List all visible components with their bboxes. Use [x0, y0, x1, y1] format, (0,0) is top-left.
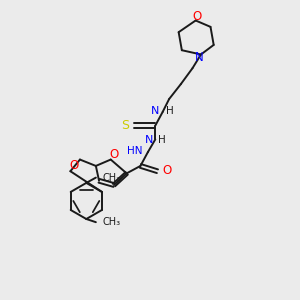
Text: O: O: [163, 164, 172, 177]
Text: CH₃: CH₃: [102, 172, 120, 183]
Text: HN: HN: [127, 146, 142, 156]
Text: O: O: [69, 159, 78, 172]
Text: N: N: [151, 106, 160, 116]
Text: CH₃: CH₃: [102, 217, 120, 227]
Text: O: O: [109, 148, 119, 161]
Text: N: N: [145, 135, 153, 146]
Text: O: O: [192, 10, 201, 23]
Text: H: H: [166, 106, 174, 116]
Text: N: N: [194, 51, 203, 64]
Text: H: H: [158, 135, 166, 146]
Text: S: S: [121, 119, 129, 132]
